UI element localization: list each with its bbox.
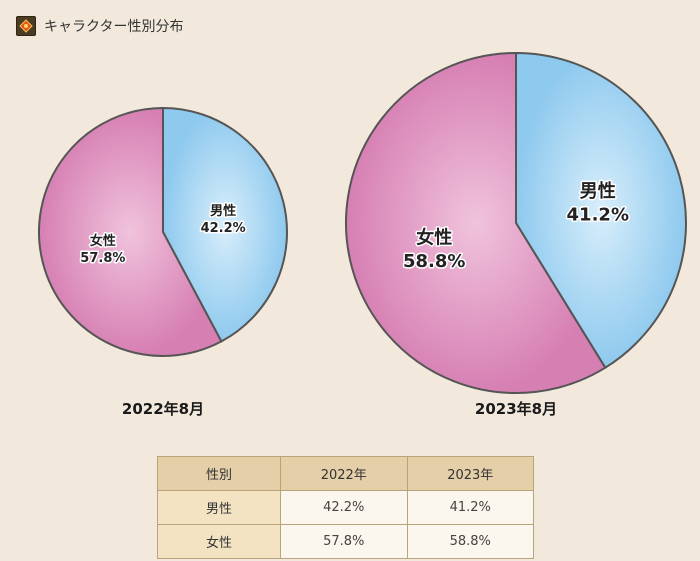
slice-label: 男性	[580, 180, 616, 202]
section-header: キャラクター性別分布	[16, 16, 183, 36]
slice-percent-label: 57.8%	[80, 251, 125, 266]
value-cell: 57.8%	[280, 524, 408, 559]
gender-summary-table: 性別 2022年 2023年 男性 42.2% 41.2% 女性 57.8% 5…	[157, 456, 534, 559]
pie-slice	[38, 106, 223, 357]
slice-label: 女性	[416, 227, 452, 249]
slice-percent-label: 42.2%	[201, 221, 246, 236]
pie-caption: 2023年8月	[475, 400, 557, 418]
row-label-cell: 男性	[157, 490, 281, 525]
pie-charts: 男性42.2%女性57.8%2022年8月男性41.2%女性58.8%2023年…	[38, 51, 687, 418]
table-header-cell: 性別	[157, 456, 281, 491]
slice-label: 女性	[90, 233, 116, 249]
slice-percent-label: 58.8%	[403, 251, 465, 272]
pie-slice	[515, 51, 687, 370]
pie-caption: 2022年8月	[122, 400, 204, 418]
value-cell: 42.2%	[280, 490, 408, 525]
pie-slice	[345, 51, 607, 394]
value-cell: 58.8%	[406, 524, 534, 559]
pie-chart-0: 男性 42.2% 女性 57.8% 2022年8月	[38, 106, 288, 418]
table-header-cell: 2022年	[280, 456, 408, 491]
slice-percent-label: 41.2%	[567, 204, 629, 225]
table-header-cell: 2023年	[406, 456, 534, 491]
value-cell: 41.2%	[406, 490, 534, 525]
row-label-cell: 女性	[157, 524, 281, 559]
pie-slice	[162, 106, 288, 343]
section-title: キャラクター性別分布	[44, 19, 184, 35]
table-row: 男性 42.2% 41.2%	[157, 490, 534, 525]
table-header-row: 性別 2022年 2023年	[157, 456, 534, 491]
diamond-emblem-icon	[16, 16, 36, 36]
slice-label: 男性	[210, 203, 236, 219]
table-row: 女性 57.8% 58.8%	[157, 524, 534, 559]
